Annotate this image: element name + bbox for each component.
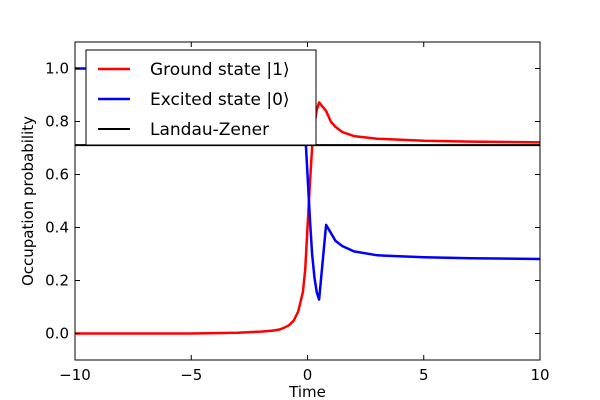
y-tick-label: 0.4 (45, 219, 69, 237)
y-tick-label: 0.2 (45, 272, 69, 290)
legend-label: Excited state |0⟩ (150, 90, 290, 110)
x-tick-label: 0 (303, 366, 313, 384)
legend: Ground state |1⟩ Excited state |0⟩ Landau-… (85, 49, 317, 146)
x-tick-label: −10 (59, 366, 91, 384)
ground-state-line (75, 101, 540, 335)
x-tick-label: 5 (419, 366, 429, 384)
legend-label: Ground state |1⟩ (150, 60, 290, 80)
y-tick-label: 1.0 (45, 60, 69, 78)
x-tick-label: 10 (530, 366, 549, 384)
ticks-layer: −10 −5 0 5 10 0.0 0.2 0.4 0.6 0.8 1.0 (45, 42, 550, 384)
x-tick-label: −5 (180, 366, 202, 384)
legend-label: Landau-Zener (150, 120, 269, 140)
y-tick-label: 0.0 (45, 325, 69, 343)
y-tick-label: 0.8 (45, 113, 69, 131)
y-tick-label: 0.6 (45, 166, 69, 184)
y-axis-label: Occupation probability (19, 116, 37, 286)
x-axis-label: Time (288, 383, 326, 400)
